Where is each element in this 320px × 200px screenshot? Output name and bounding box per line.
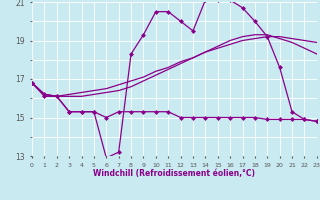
X-axis label: Windchill (Refroidissement éolien,°C): Windchill (Refroidissement éolien,°C)	[93, 169, 255, 178]
